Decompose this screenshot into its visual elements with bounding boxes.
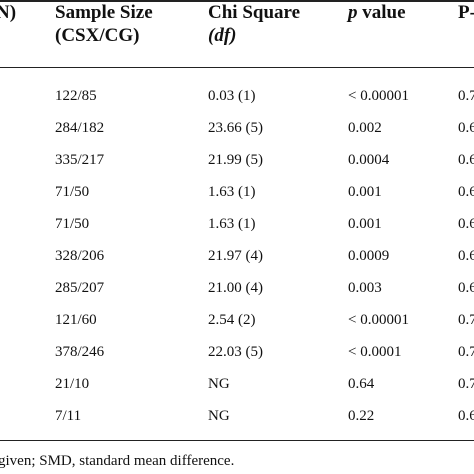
table-cell: 0.6 <box>458 152 474 168</box>
table-cell: 122/85 <box>55 88 97 104</box>
table-cell: 328/206 <box>55 248 105 264</box>
header-cell: (df) <box>208 25 237 46</box>
table-cell: 0.7 <box>458 88 474 104</box>
footnote: given; SMD, standard mean difference. <box>0 453 235 469</box>
table-cell: NG <box>208 408 230 424</box>
table-cell: 21.99 (5) <box>208 152 263 168</box>
table-cell: 23.66 (5) <box>208 120 263 136</box>
table-cell: 0.22 <box>348 408 375 424</box>
table-cell: 0.6 <box>458 120 474 136</box>
table-cell: < 0.00001 <box>348 312 409 328</box>
table-cell: < 0.00001 <box>348 88 409 104</box>
header-cell: P- <box>458 2 474 23</box>
header-cell: Chi Square <box>208 2 301 23</box>
top-rule <box>0 0 474 2</box>
header-cell: N) <box>0 2 17 23</box>
table-cell: 0.6 <box>458 184 474 200</box>
table-cell: 0.64 <box>348 376 375 392</box>
table-cell: 0.6 <box>458 408 474 424</box>
header-cell: (CSX/CG) <box>55 25 140 46</box>
table-cell: 0.7 <box>458 376 474 392</box>
table-cell: 71/50 <box>55 184 90 200</box>
table-cell: 0.001 <box>348 216 382 232</box>
table-cell: 0.6 <box>458 280 474 296</box>
table-cell: 21.00 (4) <box>208 280 263 296</box>
table-cell: 22.03 (5) <box>208 344 263 360</box>
table-cell: 71/50 <box>55 216 90 232</box>
table-cell: 0.001 <box>348 184 382 200</box>
table-cell: 1.63 (1) <box>208 216 256 232</box>
table-cell: 0.7 <box>458 344 474 360</box>
header-rule <box>0 67 474 68</box>
table-cell: 0.6 <box>458 216 474 232</box>
table-cell: 0.6 <box>458 248 474 264</box>
table-cell: 284/182 <box>55 120 105 136</box>
table-cell: NG <box>208 376 230 392</box>
header-cell: p value <box>348 2 406 24</box>
table-cell: 0.002 <box>348 120 382 136</box>
table-cell: 21.97 (4) <box>208 248 263 264</box>
header-cell: Sample Size <box>55 2 153 23</box>
table-cell: 285/207 <box>55 280 105 296</box>
table-cell: 121/60 <box>55 312 97 328</box>
table-cell: 0.0004 <box>348 152 390 168</box>
table-cell: 2.54 (2) <box>208 312 256 328</box>
bottom-rule <box>0 440 474 441</box>
header-italic: p <box>348 2 358 23</box>
table-cell: < 0.0001 <box>348 344 402 360</box>
table-cell: 21/10 <box>55 376 90 392</box>
table-cell: 1.63 (1) <box>208 184 256 200</box>
table-cell: 7/11 <box>55 408 82 424</box>
header-text: value <box>362 2 406 23</box>
table-cell: 0.0009 <box>348 248 390 264</box>
table-cell: 335/217 <box>55 152 105 168</box>
table-cell: 378/246 <box>55 344 105 360</box>
table-cell: 0.003 <box>348 280 382 296</box>
table-cell: 0.03 (1) <box>208 88 256 104</box>
table-cell: 0.7 <box>458 312 474 328</box>
